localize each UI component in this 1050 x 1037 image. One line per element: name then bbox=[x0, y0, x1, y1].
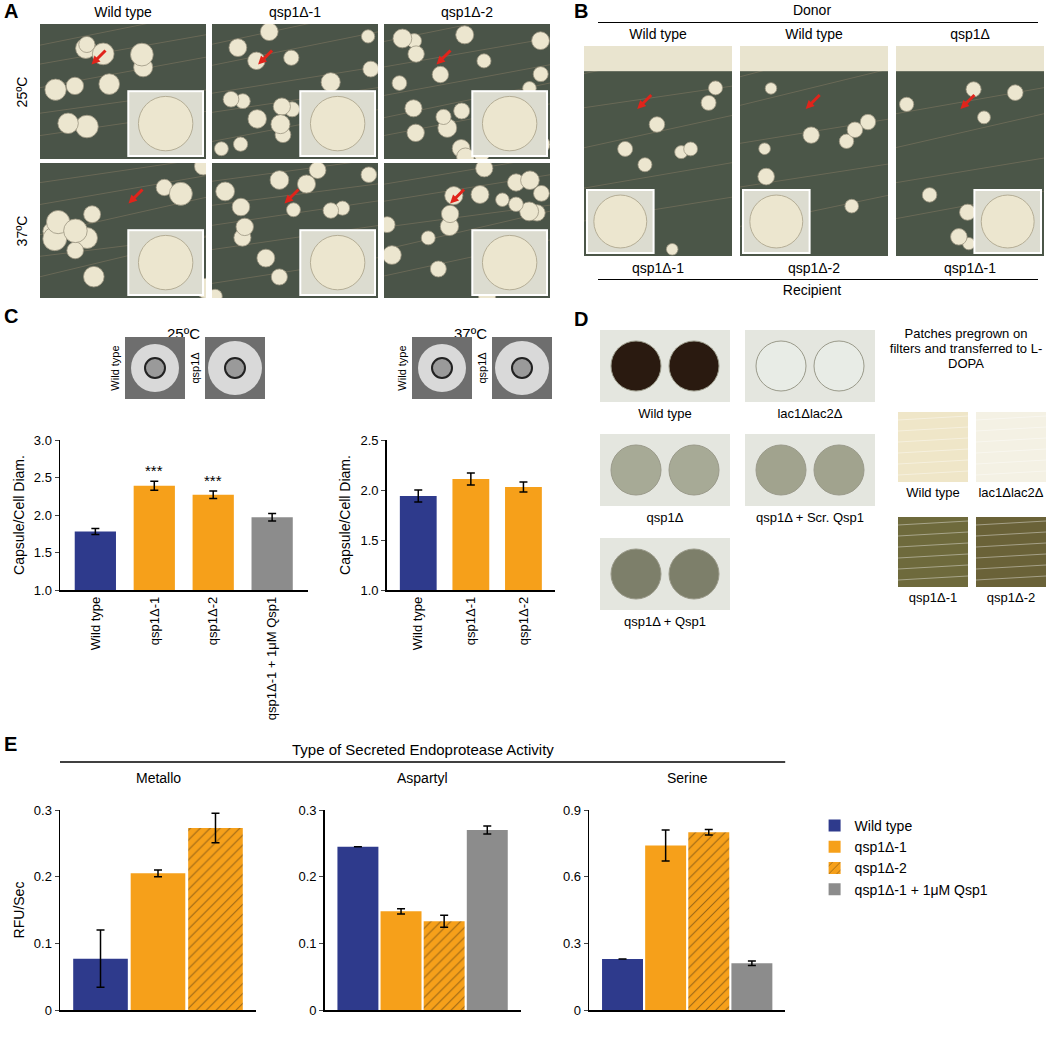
svg-text:Type of Secreted Endoprotease: Type of Secreted Endoprotease Activity bbox=[292, 741, 554, 758]
svg-text:qsp1Δ-1 + 1μM Qsp1: qsp1Δ-1 + 1μM Qsp1 bbox=[855, 882, 988, 898]
html-text:Wild type: Wild type bbox=[108, 345, 121, 391]
svg-text:***: *** bbox=[145, 462, 163, 479]
svg-text:Wild type: Wild type bbox=[855, 818, 913, 834]
svg-text:37ºC: 37ºC bbox=[454, 325, 487, 342]
html-text:qsp1Δ-1: qsp1Δ-1 bbox=[268, 4, 322, 20]
svg-text:Capsule/Cell Diam.: Capsule/Cell Diam. bbox=[11, 455, 27, 575]
html-text:Recipient: Recipient bbox=[782, 282, 842, 298]
svg-text:qsp1Δ-1 + 1μM Qsp1: qsp1Δ-1 + 1μM Qsp1 bbox=[264, 597, 279, 720]
html-text:qsp1Δ-2: qsp1Δ-2 bbox=[986, 590, 1036, 605]
html-text:Wild type: Wild type bbox=[94, 4, 152, 20]
svg-text:qsp1Δ-1: qsp1Δ-1 bbox=[147, 597, 162, 645]
svg-text:qsp1Δ-2: qsp1Δ-2 bbox=[205, 597, 220, 645]
html-text:qsp1Δ + Qsp1: qsp1Δ + Qsp1 bbox=[624, 614, 706, 629]
svg-text:Wild type: Wild type bbox=[88, 597, 103, 650]
svg-text:2.5: 2.5 bbox=[361, 433, 379, 448]
html-text:B: B bbox=[574, 0, 589, 22]
svg-text:2.0: 2.0 bbox=[361, 483, 379, 498]
svg-text:Aspartyl: Aspartyl bbox=[397, 770, 448, 786]
svg-text:0.9: 0.9 bbox=[563, 803, 581, 818]
svg-text:0.1: 0.1 bbox=[298, 936, 316, 951]
svg-text:0: 0 bbox=[574, 1003, 581, 1018]
svg-text:0.1: 0.1 bbox=[34, 936, 52, 951]
svg-text:Capsule/Cell Diam.: Capsule/Cell Diam. bbox=[337, 455, 353, 575]
html-text:qsp1Δ-1: qsp1Δ-1 bbox=[631, 260, 685, 276]
svg-text:1.5: 1.5 bbox=[361, 533, 379, 548]
html-text:qsp1Δ + Scr. Qsp1: qsp1Δ + Scr. Qsp1 bbox=[756, 510, 864, 525]
html-text:qsp1Δ-2: qsp1Δ-2 bbox=[787, 260, 841, 276]
svg-text:Wild type: Wild type bbox=[410, 597, 425, 650]
svg-text:qsp1Δ-2: qsp1Δ-2 bbox=[516, 597, 531, 645]
svg-text:2.5: 2.5 bbox=[34, 470, 52, 485]
svg-text:25ºC: 25ºC bbox=[167, 325, 200, 342]
svg-text:RFU/Sec: RFU/Sec bbox=[11, 882, 27, 939]
html-text:D: D bbox=[574, 308, 589, 330]
svg-text:0.3: 0.3 bbox=[563, 936, 581, 951]
html-text:A: A bbox=[4, 0, 19, 22]
html-text:qsp1Δ: qsp1Δ bbox=[475, 352, 488, 384]
html-text:qsp1Δ: qsp1Δ bbox=[646, 510, 684, 525]
svg-text:1.0: 1.0 bbox=[361, 583, 379, 598]
svg-text:2.0: 2.0 bbox=[34, 508, 52, 523]
svg-text:0: 0 bbox=[309, 1003, 316, 1018]
svg-text:qsp1Δ-1: qsp1Δ-1 bbox=[855, 839, 907, 855]
html-text:qsp1Δ: qsp1Δ bbox=[188, 352, 201, 384]
svg-text:0.3: 0.3 bbox=[34, 803, 52, 818]
svg-text:qsp1Δ-1: qsp1Δ-1 bbox=[463, 597, 478, 645]
html-text:Wild type: Wild type bbox=[785, 26, 843, 42]
html-text:Wild type: Wild type bbox=[395, 345, 408, 391]
svg-text:3.0: 3.0 bbox=[34, 433, 52, 448]
svg-text:***: *** bbox=[204, 472, 222, 489]
svg-text:1.0: 1.0 bbox=[34, 583, 52, 598]
svg-text:0.6: 0.6 bbox=[563, 869, 581, 884]
html-text:qsp1Δ-1: qsp1Δ-1 bbox=[908, 590, 958, 605]
svg-text:Metallo: Metallo bbox=[136, 770, 181, 786]
html-text:Wild type: Wild type bbox=[906, 485, 960, 500]
html-text:lac1Δlac2Δ: lac1Δlac2Δ bbox=[978, 485, 1044, 500]
html-text:37ºC: 37ºC bbox=[14, 215, 30, 246]
html-text:25ºC: 25ºC bbox=[14, 76, 30, 107]
svg-text:Serine: Serine bbox=[667, 770, 708, 786]
html-text:Patches pregrown on filters an: Patches pregrown on filters and transfer… bbox=[889, 326, 1043, 371]
html-text:lac1Δlac2Δ: lac1Δlac2Δ bbox=[777, 406, 843, 421]
html-text:Wild type: Wild type bbox=[638, 406, 692, 421]
svg-text:qsp1Δ-2: qsp1Δ-2 bbox=[855, 860, 907, 876]
svg-text:1.5: 1.5 bbox=[34, 545, 52, 560]
html-text:qsp1Δ: qsp1Δ bbox=[950, 26, 990, 42]
svg-text:0.2: 0.2 bbox=[298, 869, 316, 884]
html-text:Donor: Donor bbox=[792, 2, 832, 18]
html-text:qsp1Δ-2: qsp1Δ-2 bbox=[440, 4, 494, 20]
svg-text:0: 0 bbox=[45, 1003, 52, 1018]
svg-text:0.2: 0.2 bbox=[34, 869, 52, 884]
html-text:E: E bbox=[4, 733, 18, 755]
html-text:qsp1Δ-1: qsp1Δ-1 bbox=[943, 260, 997, 276]
svg-text:0.3: 0.3 bbox=[298, 803, 316, 818]
html-text:C: C bbox=[4, 305, 19, 327]
html-text:Wild type: Wild type bbox=[629, 26, 687, 42]
